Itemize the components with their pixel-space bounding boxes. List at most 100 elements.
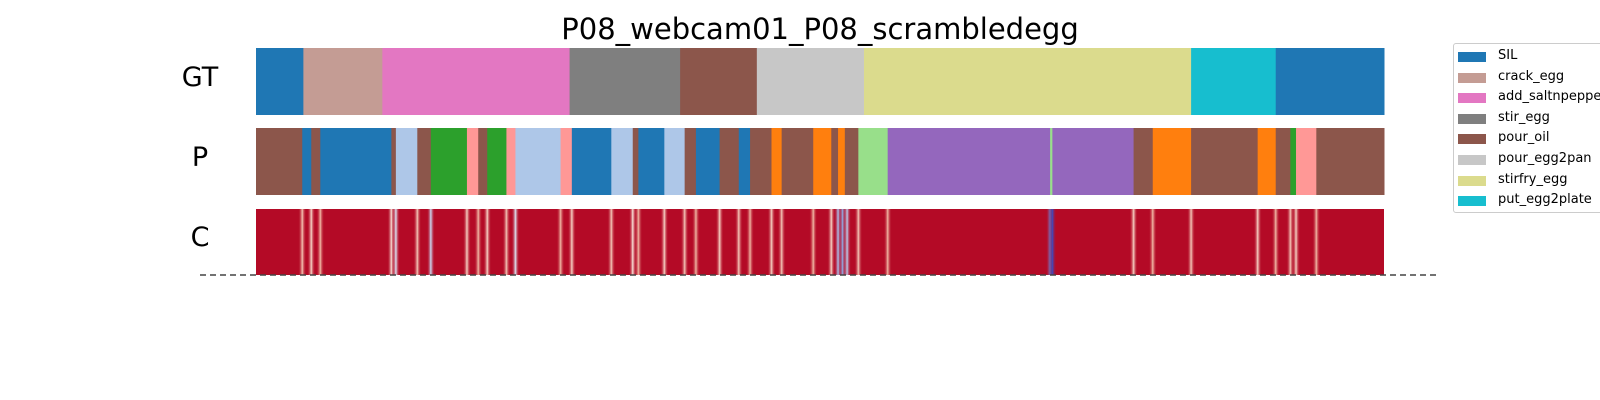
row-label-prediction: P: [191, 142, 209, 173]
prediction-segment-25: [781, 128, 814, 195]
legend-item-add-saltnpepper: add_saltnpepper: [1454, 89, 1600, 110]
prediction-segment-17: [638, 128, 665, 195]
gt-segment-0: [256, 48, 304, 115]
legend-label: SIL: [1498, 48, 1518, 63]
prediction-segment-5: [395, 128, 418, 195]
legend-item-pour-oil: pour_oil: [1454, 130, 1600, 151]
gt-segment-6: [863, 48, 1192, 115]
prediction-segment-10: [487, 128, 507, 195]
prediction-segment-32: [1050, 128, 1053, 195]
legend: SIL crack_egg add_saltnpepper stir_egg pour_…: [1453, 43, 1600, 213]
legend-swatch: [1458, 52, 1486, 62]
confidence-mark-9: [483, 209, 492, 275]
prediction-segment-12: [515, 128, 562, 195]
legend-swatch: [1458, 196, 1486, 207]
row-label-confidence: C: [190, 222, 210, 253]
prediction-segment-36: [1191, 128, 1259, 195]
prediction-segment-13: [560, 128, 573, 195]
gt-segment-3: [569, 48, 681, 115]
prediction-segment-19: [684, 128, 697, 195]
prediction-segment-41: [1316, 128, 1385, 195]
gt-segment-1: [303, 48, 383, 115]
prediction-segment-26: [813, 128, 832, 195]
confidence-mark-24: [777, 209, 786, 275]
prediction-segment-38: [1275, 128, 1291, 195]
prediction-segment-9: [478, 128, 488, 195]
confidence-mark-25: [809, 209, 818, 275]
legend-label: pour_oil: [1498, 130, 1550, 146]
confidence-mark-29: [843, 209, 852, 275]
prediction-segment-33: [1052, 128, 1135, 195]
prediction-segment-30: [858, 128, 889, 195]
confidence-mark-12: [556, 209, 565, 275]
prediction-segment-31: [887, 128, 1051, 195]
confidence-base: [256, 209, 1384, 275]
legend-item-SIL: SIL: [1454, 48, 1600, 69]
legend-label: crack_egg: [1498, 68, 1565, 84]
prediction-segment-28: [838, 128, 846, 195]
prediction-segment-21: [719, 128, 740, 195]
confidence-mark-6: [426, 209, 435, 275]
prediction-segment-8: [466, 128, 479, 195]
confidence-mark-33: [1048, 209, 1057, 275]
prediction-segment-4: [391, 128, 397, 195]
confidence-mark-19: [691, 209, 700, 275]
confidence-mark-35: [1148, 209, 1157, 275]
confidence-mark-39: [1286, 209, 1295, 275]
confidence-mark-36: [1187, 209, 1196, 275]
confidence-mark-5: [413, 209, 422, 275]
prediction-segment-0: [256, 128, 303, 195]
confidence-mark-23: [767, 209, 776, 275]
chart-title: P08_webcam01_P08_scrambledegg: [561, 12, 1079, 46]
confidence-mark-2: [316, 209, 325, 275]
confidence-mark-28: [838, 209, 847, 275]
legend-label: put_egg2plate: [1498, 192, 1592, 208]
row-label-gt: GT: [181, 62, 219, 93]
prediction-segment-22: [738, 128, 751, 195]
confidence-mark-30: [854, 209, 863, 275]
confidence-mark-13: [567, 209, 576, 275]
confidence-mark-31: [883, 209, 892, 275]
prediction-segment-37: [1257, 128, 1277, 195]
legend-swatch: [1458, 72, 1486, 83]
confidence-mark-38: [1271, 209, 1280, 275]
gt-segment-2: [382, 48, 571, 115]
confidence-mark-11: [511, 209, 520, 275]
prediction-segment-16: [632, 128, 639, 195]
confidence-mark-1: [307, 209, 316, 275]
legend-item-stirfry-egg: stirfry_egg: [1454, 172, 1600, 193]
prediction-segment-2: [311, 128, 321, 195]
legend-swatch: [1458, 93, 1486, 104]
prediction-segment-35: [1152, 128, 1192, 195]
confidence-mark-16: [634, 209, 643, 275]
confidence-mark-34: [1129, 209, 1138, 275]
prediction-segment-20: [695, 128, 721, 195]
prediction-segment-3: [320, 128, 392, 195]
legend-swatch: [1458, 175, 1486, 186]
prediction-segment-40: [1296, 128, 1317, 195]
prediction-row: [256, 128, 1385, 195]
gt-segment-8: [1275, 48, 1385, 115]
confidence-mark-18: [680, 209, 689, 275]
legend-swatch: [1458, 134, 1486, 145]
confidence-row: [256, 209, 1384, 275]
legend-item-crack-egg: crack_egg: [1454, 68, 1600, 90]
gt-segment-4: [680, 48, 758, 115]
gt-segment-7: [1191, 48, 1277, 115]
confidence-mark-3: [387, 209, 396, 275]
confidence-mark-17: [660, 209, 669, 275]
gt-row: [256, 48, 1385, 115]
confidence-mark-14: [607, 209, 616, 275]
confidence-mark-20: [715, 209, 724, 275]
prediction-segment-23: [750, 128, 772, 195]
legend-label: add_saltnpepper: [1498, 89, 1600, 105]
prediction-segment-15: [611, 128, 634, 195]
prediction-segment-29: [844, 128, 859, 195]
prediction-segment-34: [1133, 128, 1154, 195]
prediction-segment-27: [831, 128, 839, 195]
prediction-segment-14: [571, 128, 612, 195]
prediction-segment-11: [506, 128, 516, 195]
confidence-mark-37: [1253, 209, 1262, 275]
confidence-mark-4: [391, 209, 400, 275]
